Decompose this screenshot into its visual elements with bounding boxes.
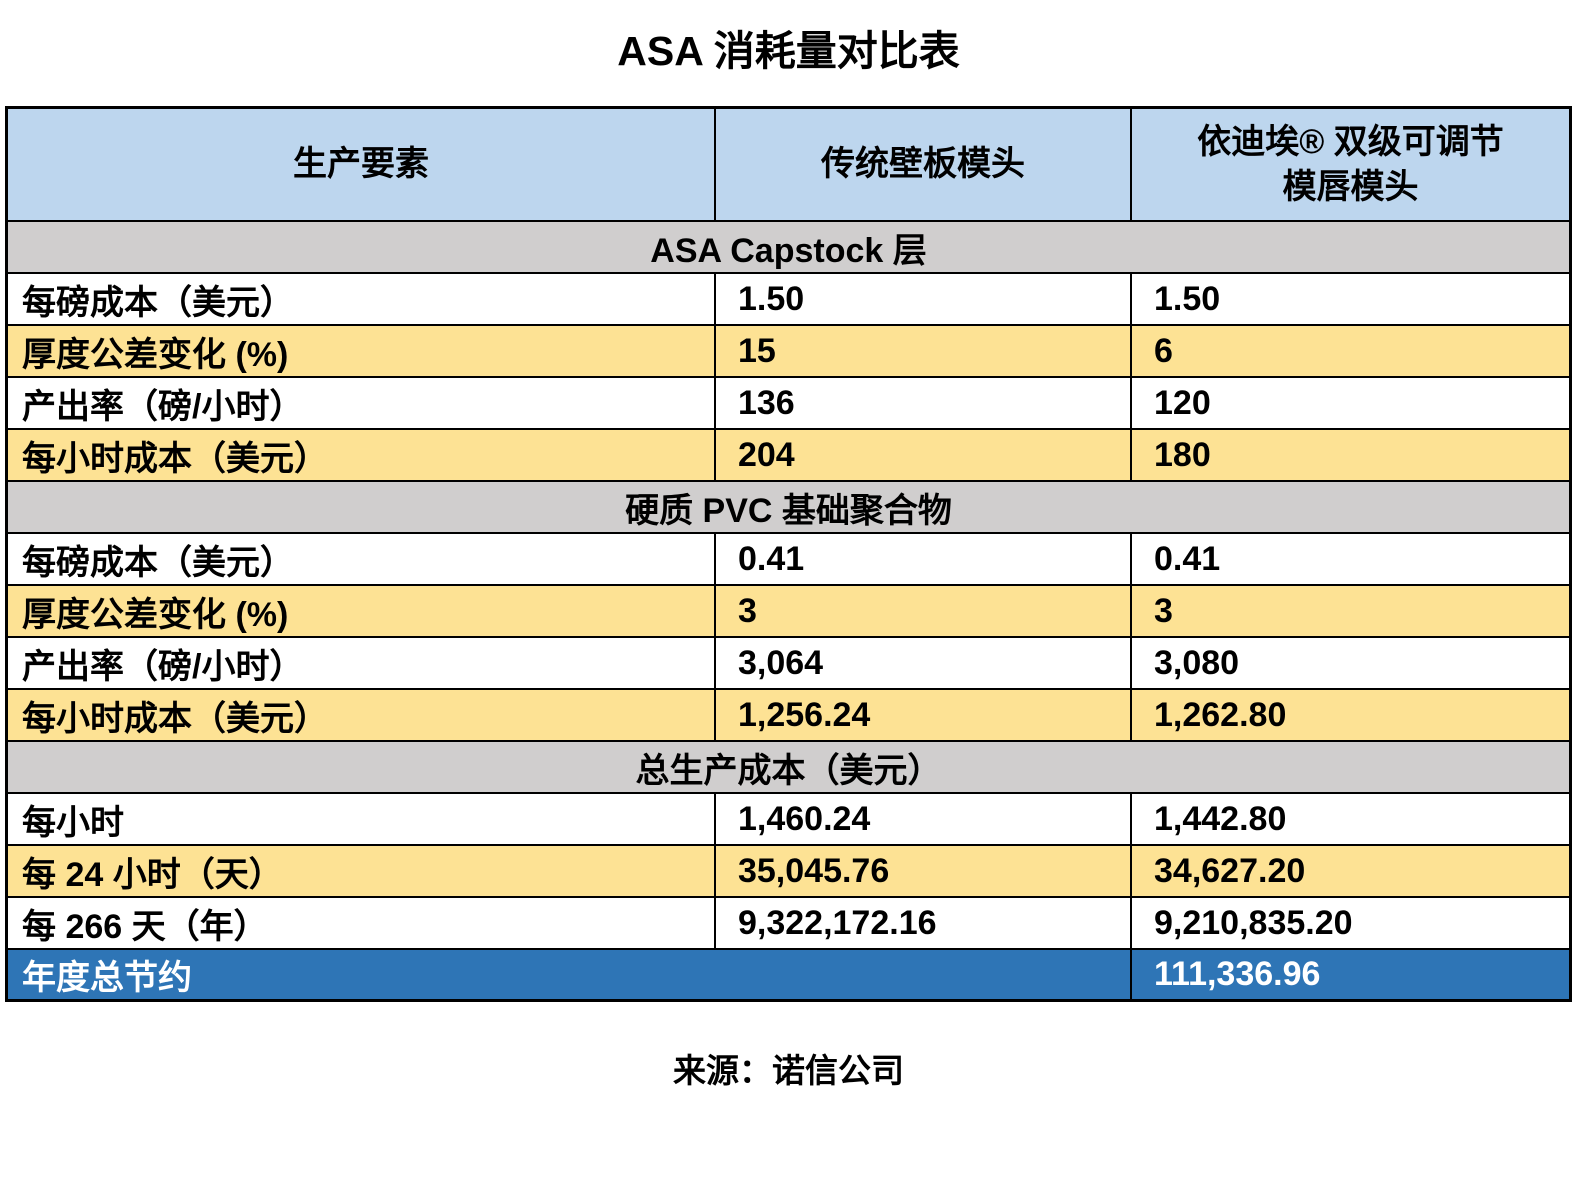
row-label: 每小时成本（美元） [5, 428, 716, 482]
edi-value: 34,627.20 [1130, 844, 1572, 898]
annual-savings-value: 111,336.96 [1130, 948, 1572, 1002]
table-row: 每 266 天（年） 9,322,172.16 9,210,835.20 [5, 896, 1572, 950]
source-note: 来源：诺信公司 [673, 1052, 904, 1089]
edi-value: 1.50 [1130, 272, 1572, 326]
section-header-pvc: 硬质 PVC 基础聚合物 [5, 480, 1572, 534]
traditional-value: 0.41 [713, 532, 1133, 586]
column-header-traditional-die: 传统壁板模头 [713, 106, 1133, 222]
row-label: 每小时 [5, 792, 716, 846]
row-label: 每 266 天（年） [5, 896, 716, 950]
traditional-value: 35,045.76 [713, 844, 1133, 898]
traditional-value: 15 [713, 324, 1133, 378]
row-label: 每磅成本（美元） [5, 272, 716, 326]
table-header-row: 生产要素 传统壁板模头 依迪埃® 双级可调节 模唇模头 [5, 106, 1572, 222]
table-row: 每磅成本（美元） 0.41 0.41 [5, 532, 1572, 586]
edi-value: 3 [1130, 584, 1572, 638]
traditional-value: 1.50 [713, 272, 1133, 326]
traditional-value: 9,322,172.16 [713, 896, 1133, 950]
section-header-label: 总生产成本（美元） [5, 740, 1572, 794]
traditional-value: 3 [713, 584, 1133, 638]
traditional-value: 136 [713, 376, 1133, 430]
table-row: 每小时成本（美元） 1,256.24 1,262.80 [5, 688, 1572, 742]
edi-value: 1,262.80 [1130, 688, 1572, 742]
column-header-edi-die: 依迪埃® 双级可调节 模唇模头 [1130, 106, 1572, 222]
section-header-total-cost: 总生产成本（美元） [5, 740, 1572, 794]
page-title: ASA 消耗量对比表 [617, 28, 960, 74]
row-label: 厚度公差变化 (%) [5, 324, 716, 378]
table-row: 产出率（磅/小时） 136 120 [5, 376, 1572, 430]
traditional-value: 204 [713, 428, 1133, 482]
traditional-value: 3,064 [713, 636, 1133, 690]
table-row: 厚度公差变化 (%) 3 3 [5, 584, 1572, 638]
table-row: 每小时成本（美元） 204 180 [5, 428, 1572, 482]
edi-value: 3,080 [1130, 636, 1572, 690]
table-row: 每 24 小时（天） 35,045.76 34,627.20 [5, 844, 1572, 898]
edi-value: 180 [1130, 428, 1572, 482]
row-label: 产出率（磅/小时） [5, 376, 716, 430]
table-row: 产出率（磅/小时） 3,064 3,080 [5, 636, 1572, 690]
row-label: 厚度公差变化 (%) [5, 584, 716, 638]
section-header-label: 硬质 PVC 基础聚合物 [5, 480, 1572, 534]
traditional-value: 1,256.24 [713, 688, 1133, 742]
section-header-label: ASA Capstock 层 [5, 220, 1572, 274]
row-label: 每 24 小时（天） [5, 844, 716, 898]
edi-value: 1,442.80 [1130, 792, 1572, 846]
annual-savings-label: 年度总节约 [5, 948, 1132, 1002]
table-row: 每小时 1,460.24 1,442.80 [5, 792, 1572, 846]
column-header-edi-die-line1: 依迪埃® 双级可调节 [1197, 123, 1504, 162]
column-header-edi-die-line2: 模唇模头 [1282, 167, 1419, 206]
section-header-asa-capstock: ASA Capstock 层 [5, 220, 1572, 274]
row-label: 产出率（磅/小时） [5, 636, 716, 690]
edi-value: 9,210,835.20 [1130, 896, 1572, 950]
edi-value: 120 [1130, 376, 1572, 430]
annual-savings-row: 年度总节约 111,336.96 [5, 948, 1572, 1002]
row-label: 每磅成本（美元） [5, 532, 716, 586]
table-row: 每磅成本（美元） 1.50 1.50 [5, 272, 1572, 326]
edi-value: 6 [1130, 324, 1572, 378]
table-row: 厚度公差变化 (%) 15 6 [5, 324, 1572, 378]
column-header-production-factor: 生产要素 [5, 106, 716, 222]
edi-value: 0.41 [1130, 532, 1572, 586]
row-label: 每小时成本（美元） [5, 688, 716, 742]
traditional-value: 1,460.24 [713, 792, 1133, 846]
comparison-table: 生产要素 传统壁板模头 依迪埃® 双级可调节 模唇模头 ASA Capstock… [5, 106, 1572, 1002]
